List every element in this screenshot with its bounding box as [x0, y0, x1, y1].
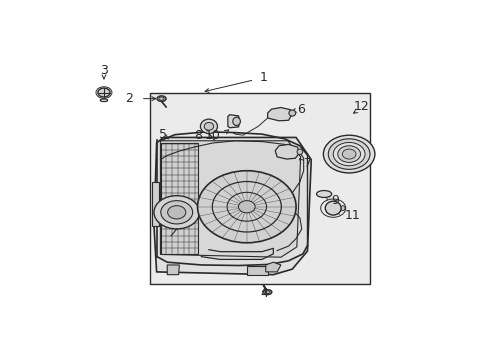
Circle shape — [238, 201, 255, 213]
Ellipse shape — [159, 97, 164, 100]
Polygon shape — [227, 115, 240, 128]
Circle shape — [154, 195, 199, 229]
Ellipse shape — [325, 201, 341, 215]
Text: 11: 11 — [344, 209, 360, 222]
Text: 4: 4 — [260, 287, 267, 300]
Polygon shape — [167, 265, 179, 275]
Circle shape — [332, 143, 365, 166]
Ellipse shape — [263, 290, 271, 294]
Text: 5: 5 — [159, 128, 166, 141]
Text: 3: 3 — [100, 64, 108, 77]
Text: 7: 7 — [304, 157, 311, 170]
Polygon shape — [265, 262, 280, 272]
Circle shape — [337, 146, 360, 162]
Bar — [150, 93, 369, 284]
Bar — [161, 143, 197, 254]
Ellipse shape — [341, 206, 344, 211]
Ellipse shape — [288, 110, 295, 116]
Ellipse shape — [316, 190, 331, 198]
Ellipse shape — [197, 171, 296, 243]
Text: 6: 6 — [297, 103, 305, 116]
Circle shape — [98, 88, 110, 97]
Text: 8: 8 — [194, 129, 202, 142]
Polygon shape — [160, 141, 300, 257]
Polygon shape — [267, 108, 291, 121]
Circle shape — [342, 149, 355, 159]
Polygon shape — [275, 144, 299, 159]
Ellipse shape — [100, 99, 107, 102]
Circle shape — [161, 201, 192, 224]
Polygon shape — [152, 182, 159, 226]
Ellipse shape — [264, 291, 269, 293]
Circle shape — [323, 135, 374, 173]
Ellipse shape — [296, 149, 302, 155]
Text: 12: 12 — [353, 100, 369, 113]
Ellipse shape — [204, 122, 213, 130]
Circle shape — [327, 139, 369, 169]
Polygon shape — [246, 266, 267, 275]
Text: 1: 1 — [260, 71, 267, 84]
Text: 10: 10 — [204, 129, 220, 142]
Ellipse shape — [157, 96, 166, 102]
Ellipse shape — [200, 119, 217, 134]
Ellipse shape — [232, 117, 240, 126]
Text: 9: 9 — [330, 194, 338, 207]
Circle shape — [167, 206, 185, 219]
Polygon shape — [154, 138, 311, 275]
Text: 2: 2 — [125, 92, 133, 105]
